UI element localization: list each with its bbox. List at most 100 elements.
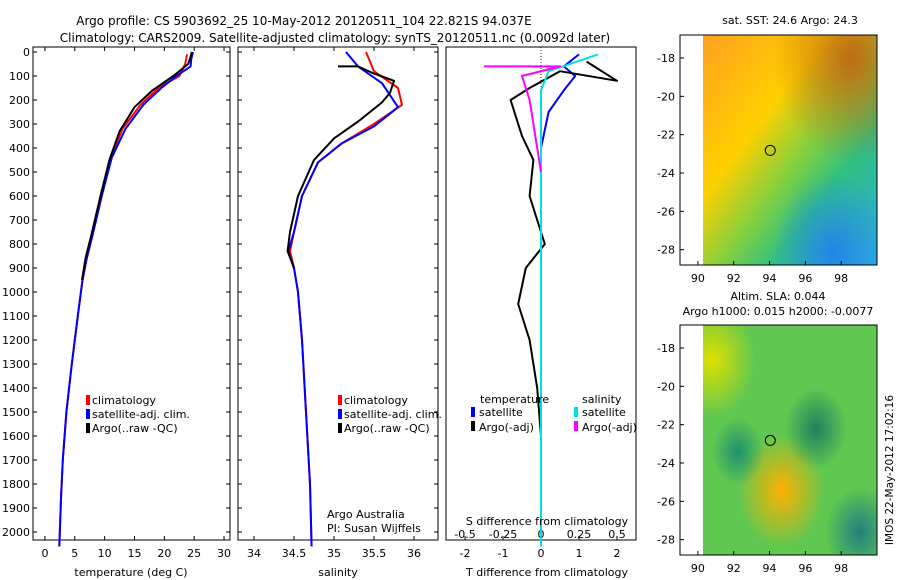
series-line-argo-raw-qc- — [286, 65, 395, 269]
figure-title-line1: Argo profile: CS 5903692_25 10-May-2012 … — [76, 14, 531, 28]
ytick-label: 100 — [9, 70, 30, 83]
sla-map-subtitle: Argo h1000: 0.015 h2000: -0.0077 — [683, 305, 874, 318]
salinity-legend: climatology satellite-adj. clim. Argo(..… — [327, 394, 442, 535]
map-xtick-label: 90 — [691, 272, 705, 285]
ytick-label: 1100 — [2, 310, 30, 323]
map-ytick-label: -20 — [657, 380, 675, 393]
ytick-label: 400 — [9, 142, 30, 155]
sla-map — [680, 325, 877, 555]
ytick-label: 1200 — [2, 334, 30, 347]
xtick-label: 36 — [407, 547, 421, 560]
salinity-plot: 34 34.5 35 35.5 36 — [238, 47, 438, 560]
map-xtick-label: 96 — [798, 562, 812, 575]
map-xtick-label: 92 — [727, 562, 741, 575]
ytick-label: 0 — [23, 46, 30, 59]
map-ytick-label: -28 — [657, 244, 675, 257]
map-xtick-label: 98 — [834, 562, 848, 575]
ytick-label: 1900 — [2, 502, 30, 515]
ytick-label: 1700 — [2, 454, 30, 467]
sst-map-ticks: 90 92 94 96 98 -18 -20 -22 -24 -26 -28 — [657, 52, 848, 285]
series-line-satellite-adj-clim- — [58, 51, 194, 547]
xtick-label: 2 — [614, 547, 621, 560]
figure-title-line2: Climatology: CARS2009. Satellite-adjuste… — [60, 31, 610, 45]
xtick-label: -2 — [460, 547, 471, 560]
map-xtick-label: 94 — [763, 272, 777, 285]
pi-annotation: PI: Susan Wijffels — [327, 522, 421, 535]
sla-map-ticks: 90 92 94 96 98 -18 -20 -22 -24 -26 -28 — [657, 342, 848, 575]
map-ytick-label: -26 — [657, 205, 675, 218]
imos-timestamp: IMOS 22-May-2012 17:02:16 — [884, 395, 896, 545]
xtick-label: -1 — [498, 547, 509, 560]
xtick-label-salinity: -0.25 — [489, 528, 517, 541]
legend-label: satellite — [582, 406, 626, 419]
legend-label: satellite — [479, 406, 523, 419]
legend-label: climatology — [92, 394, 156, 407]
map-xtick-label: 92 — [727, 272, 741, 285]
xtick-label: 0 — [538, 547, 545, 560]
temperature-legend: climatology satellite-adj. clim. Argo(..… — [86, 394, 190, 435]
ytick-label: 1000 — [2, 286, 30, 299]
argo-australia-annotation: Argo Australia — [327, 508, 405, 521]
map-ytick-label: -18 — [657, 52, 675, 65]
ytick-label: 2000 — [2, 526, 30, 539]
ytick-label: 900 — [9, 262, 30, 275]
legend-label: Argo(-adj) — [582, 421, 637, 434]
legend-label: Argo(-adj) — [479, 421, 534, 434]
map-xtick-label: 90 — [691, 562, 705, 575]
sla-map-nodata — [680, 325, 703, 555]
map-ytick-label: -28 — [657, 534, 675, 547]
xtick-label: 35 — [327, 547, 341, 560]
legend-label: Argo(..raw -QC) — [344, 422, 430, 435]
ytick-label: 300 — [9, 118, 30, 131]
series-line-temperature-satellite — [540, 53, 580, 547]
series-line-climatology — [289, 51, 403, 547]
legend-title-salinity: salinity — [582, 393, 622, 406]
map-ytick-label: -18 — [657, 342, 675, 355]
map-xtick-label: 96 — [798, 272, 812, 285]
xtick-label: 34.5 — [282, 547, 307, 560]
xtick-label: 10 — [98, 547, 112, 560]
salinity-axes — [237, 46, 439, 541]
difference-xlabel-top: S difference from climatology — [466, 515, 629, 528]
ytick-label: 1500 — [2, 406, 30, 419]
series-line-salinity-argo-adj- — [484, 65, 561, 173]
xtick-label: 25 — [187, 547, 201, 560]
xtick-label: 1 — [576, 547, 583, 560]
legend-title-temperature: temperature — [480, 393, 549, 406]
series-line-climatology — [58, 54, 188, 547]
sst-map-title: sat. SST: 24.6 Argo: 24.3 — [722, 14, 858, 27]
difference-xlabel: T difference from climatology — [465, 566, 628, 579]
ytick-label: 1300 — [2, 358, 30, 371]
xtick-label: 15 — [127, 547, 141, 560]
argo-position-marker — [764, 144, 776, 156]
sst-map-axes — [679, 34, 878, 266]
xtick-label: 30 — [217, 547, 231, 560]
map-ytick-label: -24 — [657, 457, 675, 470]
temperature-axes — [32, 46, 231, 541]
xtick-label-salinity: 0.5 — [608, 528, 626, 541]
ytick-label: 700 — [9, 214, 30, 227]
legend-label: satellite-adj. clim. — [92, 408, 190, 421]
map-xtick-label: 98 — [834, 272, 848, 285]
sst-map-nodata — [680, 35, 703, 265]
ytick-label: 1400 — [2, 382, 30, 395]
map-ytick-label: -24 — [657, 167, 675, 180]
argo-position-marker — [764, 434, 776, 446]
xtick-label: 34 — [247, 547, 261, 560]
difference-plot: -2 -1 0 1 2-0.5 -0.25 0 0.25 0.5 — [454, 47, 626, 560]
ytick-label: 200 — [9, 94, 30, 107]
xtick-label: 35.5 — [362, 547, 387, 560]
map-ytick-label: -22 — [657, 419, 675, 432]
legend-label: satellite-adj. clim. — [344, 408, 442, 421]
difference-legend: temperature salinity satellite Argo(-adj… — [471, 393, 637, 434]
series-line-salinity-satellite — [540, 53, 599, 547]
sla-map-title: Altim. SLA: 0.044 — [730, 290, 825, 303]
legend-label: climatology — [344, 394, 408, 407]
ytick-label: 1800 — [2, 478, 30, 491]
xtick-label-salinity: -0.5 — [454, 528, 475, 541]
xtick-label-salinity: 0.25 — [567, 528, 592, 541]
ytick-label: 500 — [9, 166, 30, 179]
temperature-xlabel: temperature (deg C) — [74, 566, 187, 579]
map-ytick-label: -22 — [657, 129, 675, 142]
map-xtick-label: 94 — [763, 562, 777, 575]
